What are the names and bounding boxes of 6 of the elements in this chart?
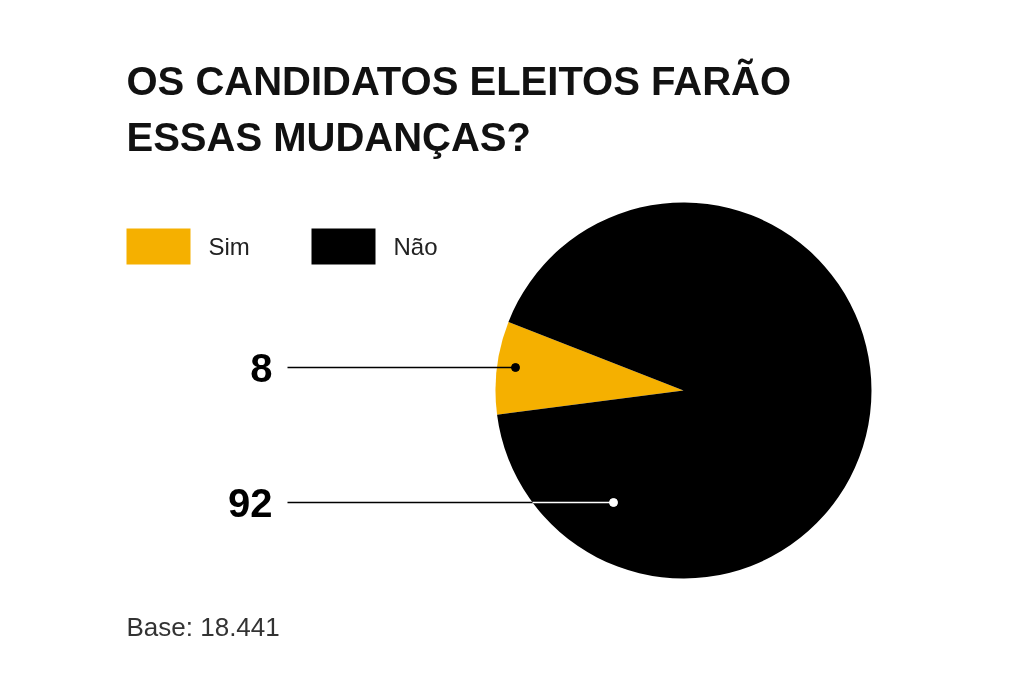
legend-label: Sim: [208, 233, 250, 260]
legend-label: Não: [393, 233, 438, 260]
data-label: 8: [250, 345, 273, 390]
data-label: 92: [228, 480, 273, 525]
chart-title: OS CANDIDATOS ELEITOS FARÃO ESSAS MUDANÇAS?: [126, 57, 792, 159]
text: Base: 18.441: [126, 611, 280, 642]
